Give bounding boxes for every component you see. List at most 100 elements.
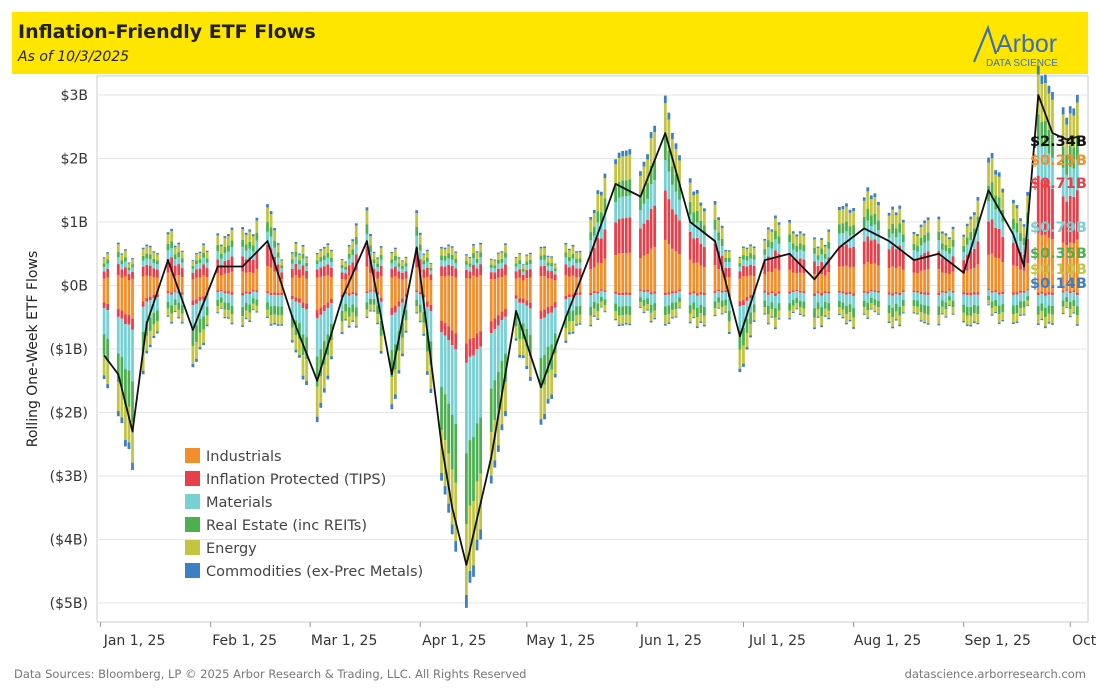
bar-segment-materials xyxy=(205,295,209,307)
bar-segment-inflation-protected-tips- xyxy=(528,302,532,309)
bar-segment-real-estate-inc-reits- xyxy=(642,188,646,204)
bar-segment-real-estate-inc-reits- xyxy=(976,305,980,315)
bar-segment-energy xyxy=(173,247,177,255)
bar-segment-inflation-protected-tips- xyxy=(1061,196,1065,243)
bar-segment-inflation-protected-tips- xyxy=(290,295,294,300)
bar-segment-materials xyxy=(578,294,582,306)
bar-segment-materials xyxy=(692,293,696,303)
bar-segment-industrials xyxy=(276,275,280,286)
bar-segment-materials xyxy=(653,180,657,206)
bar-segment-energy xyxy=(273,230,276,241)
bar-segment-real-estate-inc-reits- xyxy=(649,304,653,313)
bar-segment-industrials xyxy=(571,275,575,286)
bar-segment-materials xyxy=(791,249,795,259)
bar-segment-inflation-protected-tips- xyxy=(1065,289,1069,291)
bar-segment-materials xyxy=(479,346,482,418)
bar-segment-inflation-protected-tips- xyxy=(852,246,855,267)
bar-segment-real-estate-inc-reits- xyxy=(454,258,458,264)
bar-segment-energy xyxy=(514,326,518,339)
bar-segment-real-estate-inc-reits- xyxy=(877,220,880,231)
bar-segment-industrials xyxy=(141,276,145,286)
bar-segment-materials xyxy=(251,291,255,299)
bar-segment-industrials xyxy=(770,272,774,286)
bar-segment-industrials xyxy=(813,285,816,294)
bar-segment-materials xyxy=(742,305,745,328)
bar-segment-commodities-ex-prec-metals- xyxy=(724,311,728,313)
bar-segment-industrials xyxy=(216,272,220,286)
bar-segment-energy xyxy=(894,215,898,229)
bar-segment-inflation-protected-tips- xyxy=(1068,291,1072,294)
bar-segment-materials xyxy=(372,291,376,300)
bar-segment-materials xyxy=(170,294,173,306)
bar-segment-commodities-ex-prec-metals- xyxy=(489,475,493,484)
bar-segment-energy xyxy=(877,307,880,314)
bar-segment-inflation-protected-tips- xyxy=(1043,180,1047,235)
bar-segment-materials xyxy=(465,362,468,454)
bar-segment-materials xyxy=(617,197,621,220)
bar-segment-real-estate-inc-reits- xyxy=(891,307,895,318)
bar-segment-materials xyxy=(365,233,369,247)
bar-segment-real-estate-inc-reits- xyxy=(1061,300,1065,307)
bar-segment-industrials xyxy=(603,285,607,291)
bar-segment-materials xyxy=(415,292,419,301)
bar-segment-inflation-protected-tips- xyxy=(720,255,724,272)
bar-segment-commodities-ex-prec-metals- xyxy=(742,246,745,249)
bar-segment-industrials xyxy=(546,285,550,307)
bar-segment-energy xyxy=(528,356,532,378)
bar-segment-real-estate-inc-reits- xyxy=(667,150,671,172)
bar-segment-inflation-protected-tips- xyxy=(124,314,127,325)
bar-segment-commodities-ex-prec-metals- xyxy=(269,211,273,215)
bar-segment-real-estate-inc-reits- xyxy=(447,253,451,259)
bar-segment-materials xyxy=(528,308,532,336)
bar-segment-materials xyxy=(1061,167,1065,197)
bar-segment-industrials xyxy=(663,285,667,293)
bar-segment-materials xyxy=(543,259,546,266)
bar-segment-commodities-ex-prec-metals- xyxy=(749,244,752,247)
bar-segment-energy xyxy=(692,195,696,213)
bar-segment-energy xyxy=(894,311,898,320)
bar-segment-real-estate-inc-reits- xyxy=(916,300,919,307)
bar-segment-inflation-protected-tips- xyxy=(962,260,966,274)
bar-segment-inflation-protected-tips- xyxy=(568,294,571,298)
bar-segment-commodities-ex-prec-metals- xyxy=(404,330,408,333)
bar-segment-commodities-ex-prec-metals- xyxy=(241,226,245,230)
bar-segment-real-estate-inc-reits- xyxy=(951,239,955,247)
bar-segment-inflation-protected-tips- xyxy=(575,268,578,278)
bar-segment-real-estate-inc-reits- xyxy=(663,137,667,161)
arbor-logo: Arbor DATA SCIENCE xyxy=(972,24,1058,69)
bar-segment-materials xyxy=(823,258,827,266)
bar-segment-commodities-ex-prec-metals- xyxy=(170,228,173,232)
bar-segment-materials xyxy=(553,271,557,275)
bar-segment-materials xyxy=(621,196,625,219)
bar-segment-industrials xyxy=(948,273,951,286)
bar-segment-materials xyxy=(539,259,543,267)
bar-segment-inflation-protected-tips- xyxy=(575,292,578,296)
bar-segment-materials xyxy=(820,295,823,308)
bar-segment-materials xyxy=(145,258,149,266)
bar-segment-industrials xyxy=(1036,232,1040,286)
bar-segment-materials xyxy=(347,295,351,308)
bar-segment-inflation-protected-tips- xyxy=(273,292,276,295)
bar-segment-materials xyxy=(401,302,404,323)
bar-segment-inflation-protected-tips- xyxy=(141,301,145,307)
footer-url[interactable]: datascience.arborresearch.com xyxy=(904,667,1086,681)
bar-segment-energy xyxy=(273,314,276,324)
bar-segment-real-estate-inc-reits- xyxy=(972,228,976,238)
bar-segment-inflation-protected-tips- xyxy=(148,296,152,301)
bar-segment-energy xyxy=(347,246,351,254)
bar-segment-industrials xyxy=(699,285,703,293)
bar-segment-energy xyxy=(496,408,500,446)
bar-segment-materials xyxy=(869,291,873,299)
bar-segment-energy xyxy=(578,252,582,259)
bar-segment-commodities-ex-prec-metals- xyxy=(877,201,880,206)
bar-segment-energy xyxy=(440,429,443,473)
bar-segment-industrials xyxy=(912,272,916,286)
bar-segment-commodities-ex-prec-metals- xyxy=(248,229,252,232)
bar-segment-materials xyxy=(450,259,454,266)
bar-segment-commodities-ex-prec-metals- xyxy=(298,354,301,358)
bar-segment-materials xyxy=(525,305,529,329)
bar-segment-real-estate-inc-reits- xyxy=(742,327,745,346)
bar-segment-materials xyxy=(1043,146,1047,181)
bar-segment-real-estate-inc-reits- xyxy=(131,381,134,423)
bar-segment-energy xyxy=(266,309,269,317)
